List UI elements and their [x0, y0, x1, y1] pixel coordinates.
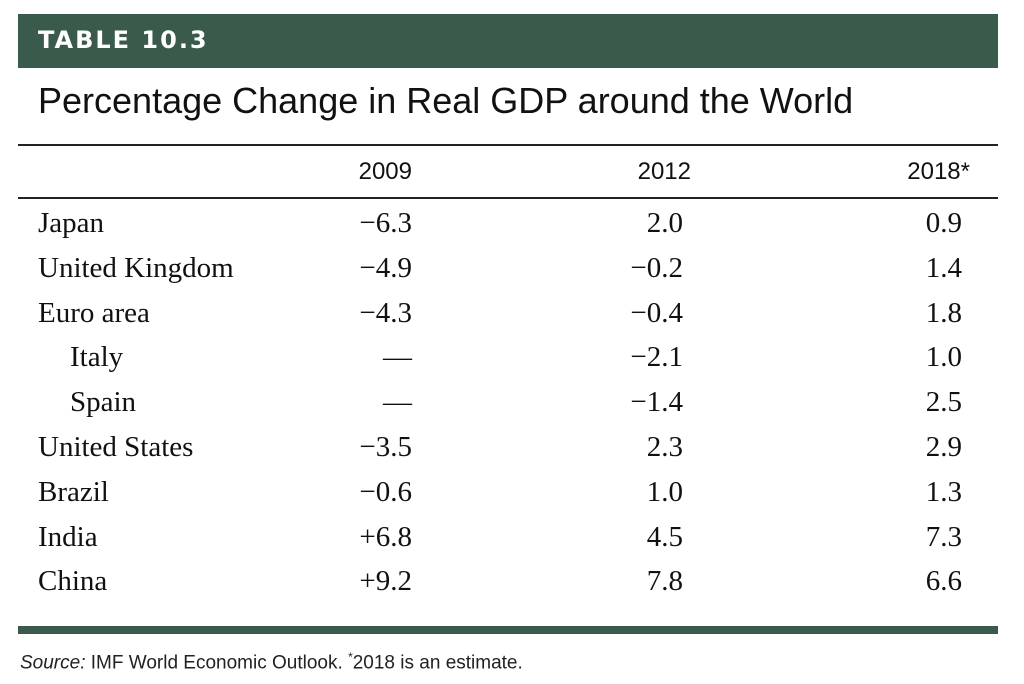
value-2009: −4.3	[359, 296, 412, 329]
top-rule	[18, 144, 998, 146]
value-2009: −3.5	[359, 430, 412, 463]
table-row: Brazil −0.6 1.0 1.3	[0, 476, 1024, 521]
value-2018: 2.9	[925, 430, 962, 463]
column-header-2009: 2009	[358, 158, 412, 185]
table-footer-bar	[18, 626, 998, 634]
table-row: China +9.2 7.8 6.6	[0, 565, 1024, 610]
value-2009: —	[383, 386, 412, 419]
value-2018: 1.8	[925, 296, 962, 329]
value-2018: 2.5	[925, 386, 962, 419]
table-body: Japan −6.3 2.0 0.9 United Kingdom −4.9 −…	[0, 207, 1024, 610]
value-2009: −6.3	[359, 207, 412, 239]
country-name: Spain	[70, 386, 137, 419]
value-2018: 1.0	[925, 341, 962, 374]
value-2012: 1.0	[646, 475, 683, 508]
table-row: Euro area −4.3 −0.4 1.8	[0, 297, 1024, 342]
value-2018: 1.3	[925, 475, 962, 508]
country-name: Brazil	[38, 475, 109, 508]
note-marker: *	[348, 650, 353, 664]
source-text: IMF World Economic Outlook.	[90, 652, 343, 674]
table-row: Spain — −1.4 2.5	[0, 386, 1024, 431]
country-name: United States	[38, 430, 194, 463]
source-note: Source: IMF World Economic Outlook. *201…	[20, 650, 523, 674]
value-2009: +9.2	[359, 565, 412, 598]
value-2012: 7.8	[646, 565, 683, 598]
value-2018: 1.4	[925, 251, 962, 284]
value-2012: −0.4	[630, 296, 683, 329]
table-row: United States −3.5 2.3 2.9	[0, 431, 1024, 476]
value-2009: —	[383, 341, 412, 374]
country-name: United Kingdom	[38, 251, 234, 284]
table-row: United Kingdom −4.9 −0.2 1.4	[0, 252, 1024, 297]
source-label: Source:	[20, 652, 86, 674]
country-name: India	[38, 520, 98, 553]
value-2012: 2.0	[646, 207, 683, 239]
value-2018: 6.6	[925, 565, 962, 598]
table-row: India +6.8 4.5 7.3	[0, 521, 1024, 566]
column-header-2018: 2018*	[907, 158, 970, 185]
column-header-2012: 2012	[637, 158, 691, 185]
value-2012: 2.3	[646, 430, 683, 463]
table-label: TABLE 10.3	[38, 26, 209, 54]
table-row: Italy — −2.1 1.0	[0, 341, 1024, 386]
header-rule	[18, 197, 998, 199]
country-name: Euro area	[38, 296, 150, 329]
value-2012: 4.5	[646, 520, 683, 553]
value-2009: −4.9	[359, 251, 412, 284]
value-2018: 7.3	[925, 520, 962, 553]
note-text: 2018 is an estimate.	[352, 652, 523, 674]
value-2012: −0.2	[630, 251, 683, 284]
country-name: Japan	[38, 207, 105, 239]
table-title: Percentage Change in Real GDP around the…	[38, 80, 854, 121]
value-2012: −1.4	[630, 386, 683, 419]
country-name: China	[38, 565, 108, 598]
country-name: Italy	[70, 341, 124, 374]
value-2012: −2.1	[630, 341, 683, 374]
value-2009: −0.6	[359, 475, 412, 508]
table-header-bar: TABLE 10.3	[18, 14, 998, 68]
value-2009: +6.8	[359, 520, 412, 553]
table-row: Japan −6.3 2.0 0.9	[0, 207, 1024, 252]
value-2018: 0.9	[925, 207, 962, 239]
